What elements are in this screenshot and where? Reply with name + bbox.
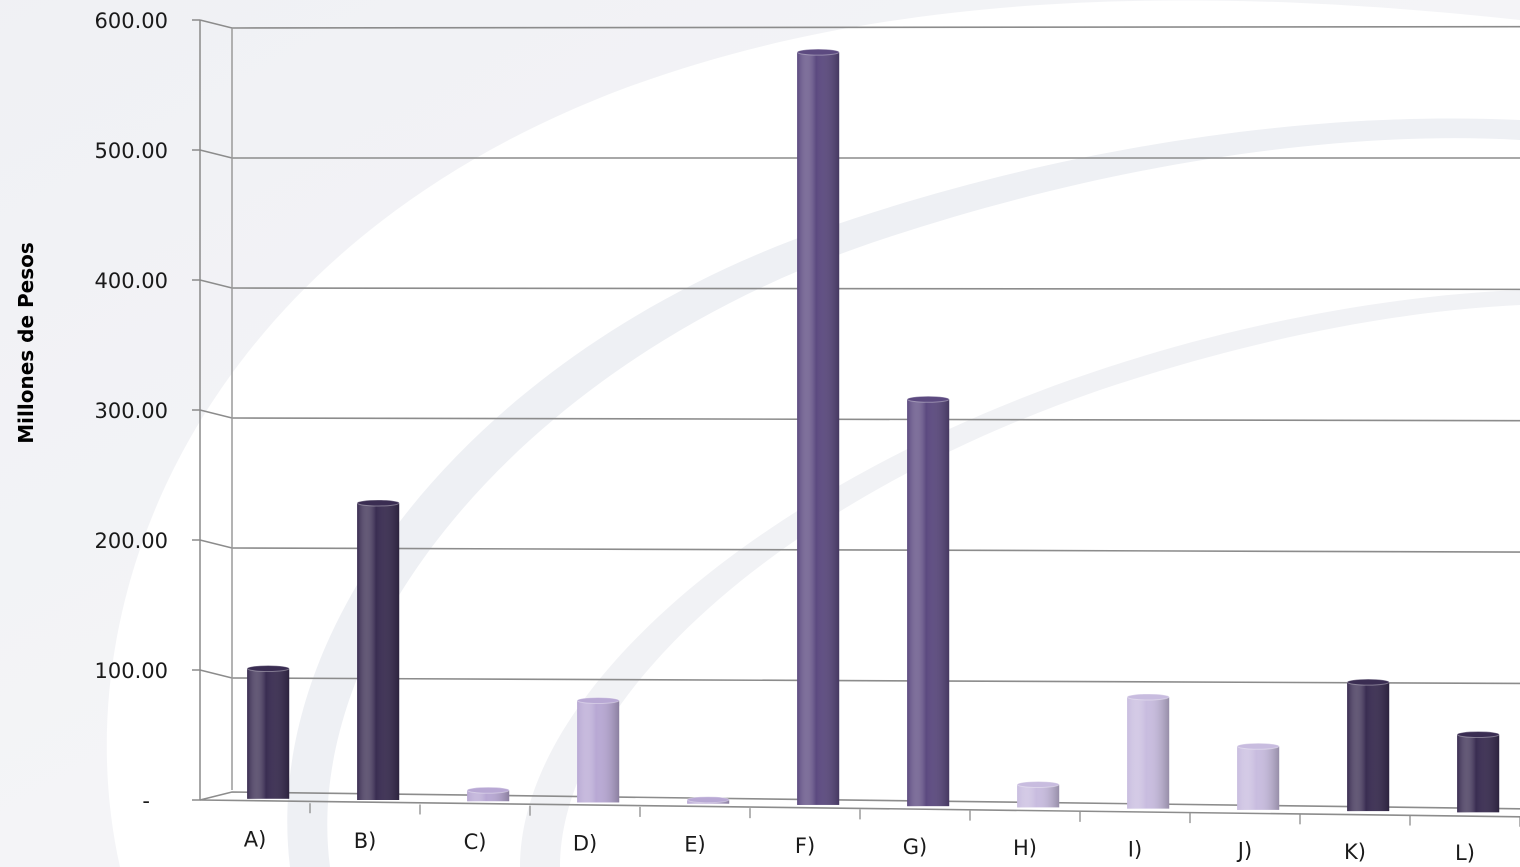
bar-h xyxy=(1016,781,1060,808)
bar-l xyxy=(1456,730,1500,813)
bar-c xyxy=(466,786,510,802)
bar-k xyxy=(1346,678,1390,812)
gridline xyxy=(199,409,1520,422)
bar-shading xyxy=(467,790,510,802)
bar-shading xyxy=(1237,746,1280,810)
x-axis-line xyxy=(199,791,1520,810)
x-tick-label: D) xyxy=(573,831,597,855)
y-tick-label: 400.00 xyxy=(95,269,168,293)
x-tick-label: C) xyxy=(464,830,487,854)
x-tick-label: K) xyxy=(1344,840,1366,864)
bar-shading xyxy=(797,52,840,805)
bar-shading xyxy=(1347,682,1390,812)
y-axis-title: Millones de Pesos xyxy=(14,242,38,444)
bars xyxy=(246,48,1500,813)
bar-cap xyxy=(356,499,400,507)
x-tick-label: F) xyxy=(795,834,815,858)
x-tick-label: H) xyxy=(1013,836,1037,860)
bar-cap xyxy=(1016,781,1060,789)
x-tick-label: G) xyxy=(903,835,927,859)
bar-a xyxy=(246,664,290,799)
y-tick-label: 300.00 xyxy=(95,399,168,423)
x-tick-label: A) xyxy=(244,828,267,852)
x-axis-front-line xyxy=(199,799,1520,818)
y-tick-label: 200.00 xyxy=(95,529,168,553)
bar-cap xyxy=(1236,742,1280,750)
x-tick-label: L) xyxy=(1455,841,1475,865)
bar-cap xyxy=(796,48,840,56)
x-axis xyxy=(199,791,1520,827)
bar-shading xyxy=(357,502,400,800)
y-tick-label: - xyxy=(142,789,150,813)
y-tick-label: 600.00 xyxy=(95,9,168,33)
bar-cap xyxy=(1346,678,1390,686)
bar-cap xyxy=(686,796,730,804)
bar-shading xyxy=(577,700,620,803)
bar-g xyxy=(906,395,950,807)
gridline xyxy=(199,279,1520,291)
y-tick-labels: - 100.00 200.00 300.00 400.00 500.00 600.00 xyxy=(95,9,168,813)
bar-shading xyxy=(907,399,950,807)
bar-cap xyxy=(906,395,950,403)
bar-shading xyxy=(1457,734,1500,813)
bar-b xyxy=(356,499,400,800)
x-tick-labels: A) B) C) D) E) F) G) H) I) J) K) L) xyxy=(244,828,1475,866)
x-tick-label: J) xyxy=(1236,839,1252,863)
y-tick-label: 100.00 xyxy=(95,659,168,683)
bar-cap xyxy=(576,696,620,704)
x-tick-label: I) xyxy=(1128,837,1142,861)
bar-i xyxy=(1126,693,1170,809)
y-tick-label: 500.00 xyxy=(95,139,168,163)
bar-d xyxy=(576,696,620,803)
bar-cap xyxy=(1126,693,1170,701)
bar-shading xyxy=(247,668,290,799)
bar-j xyxy=(1236,742,1280,810)
bar-shading xyxy=(1127,696,1170,809)
bar-shading xyxy=(1017,784,1060,808)
y-axis xyxy=(192,19,233,801)
bar-cap xyxy=(246,664,290,672)
x-tick-label: B) xyxy=(354,829,377,853)
bar-cap xyxy=(1456,730,1500,738)
x-tick-label: E) xyxy=(684,833,705,857)
bar-f xyxy=(796,48,840,805)
bar-cap xyxy=(466,786,510,794)
bar-e xyxy=(686,796,730,804)
